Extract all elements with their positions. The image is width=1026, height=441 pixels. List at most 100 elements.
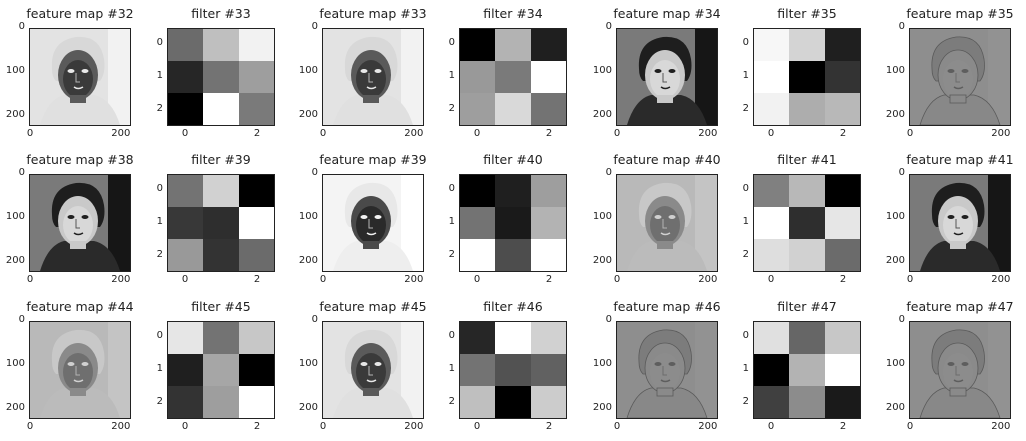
panel-title: feature map #47 — [906, 299, 1014, 314]
y-tick-label: 0 — [898, 314, 905, 325]
panel-title: feature map #33 — [319, 6, 427, 21]
filter-cell — [460, 322, 496, 355]
filter-cell — [460, 61, 496, 94]
filter-cell — [168, 61, 204, 94]
filter-cell — [754, 386, 790, 418]
x-tick-label: 2 — [839, 128, 847, 139]
panel-title: feature map #39 — [319, 152, 427, 167]
filter-cell — [530, 93, 566, 125]
filter-cell — [530, 322, 566, 355]
y-tick-label: 200 — [592, 255, 612, 267]
filter-cell — [754, 322, 790, 355]
y-tick-label: 200 — [298, 402, 318, 414]
x-tick-label: 200 — [404, 274, 424, 285]
y-tick-label: 1 — [448, 216, 455, 227]
y-tick-label: 100 — [592, 65, 612, 77]
filter-cell — [754, 93, 790, 125]
filter-cell — [495, 29, 532, 62]
y-tick-label: 0 — [448, 37, 455, 49]
y-tick-label: 200 — [5, 109, 25, 121]
filter-cell — [754, 354, 790, 387]
y-tick-label: 2 — [448, 395, 455, 407]
y-tick-label: 1 — [448, 363, 455, 374]
x-tick-label: 0 — [767, 421, 775, 432]
panel-title: feature map #38 — [26, 152, 134, 167]
filter-cell — [824, 61, 860, 94]
y-tick-label: 1 — [742, 216, 749, 227]
y-tick-label: 2 — [742, 395, 749, 407]
y-tick-label: 0 — [898, 21, 905, 32]
filter-cell — [238, 239, 274, 271]
filter-cell — [754, 61, 790, 94]
filter-cell — [495, 175, 532, 208]
filter-cell — [238, 322, 274, 355]
y-tick-label: 2 — [742, 248, 749, 260]
x-tick-label: 2 — [839, 274, 847, 285]
filter-weights-image — [753, 174, 861, 272]
filter-cell — [789, 93, 826, 125]
panel-title: feature map #35 — [906, 6, 1014, 21]
filter-cell — [824, 93, 860, 125]
filter-cell — [203, 386, 240, 418]
filter-weights-image — [167, 28, 275, 126]
x-tick-label: 200 — [111, 274, 131, 285]
y-tick-label: 1 — [156, 216, 163, 227]
x-tick-label: 0 — [181, 128, 189, 139]
filter-cell — [789, 61, 826, 94]
y-tick-label: 0 — [898, 167, 905, 178]
y-tick-label: 100 — [5, 65, 25, 77]
filter-cell — [789, 29, 826, 62]
x-tick-label: 0 — [613, 128, 621, 139]
filter-cell — [495, 93, 532, 125]
y-tick-label: 0 — [18, 167, 25, 178]
y-tick-label: 100 — [298, 65, 318, 77]
y-tick-label: 100 — [298, 358, 318, 370]
x-tick-label: 0 — [26, 421, 34, 432]
x-tick-label: 0 — [319, 274, 327, 285]
y-tick-label: 1 — [156, 363, 163, 374]
y-tick-label: 100 — [885, 211, 905, 223]
filter-cell — [495, 61, 532, 94]
filter-cell — [754, 239, 790, 271]
x-tick-label: 0 — [613, 274, 621, 285]
y-tick-label: 200 — [592, 402, 612, 414]
filter-weights-image — [167, 174, 275, 272]
x-tick-label: 200 — [991, 128, 1011, 139]
panel-title: filter #33 — [191, 6, 251, 21]
filter-cell — [238, 207, 274, 240]
x-tick-label: 0 — [767, 128, 775, 139]
y-tick-label: 0 — [742, 37, 749, 49]
portrait-graphic — [910, 29, 1010, 125]
filter-cell — [754, 29, 790, 62]
feature-map-image — [322, 28, 424, 126]
y-tick-label: 100 — [885, 358, 905, 370]
filter-cell — [530, 175, 566, 208]
filter-weights-image — [459, 28, 567, 126]
x-tick-label: 200 — [698, 274, 718, 285]
filter-cell — [789, 322, 826, 355]
filter-cell — [238, 354, 274, 387]
y-tick-label: 0 — [605, 21, 612, 32]
filter-cell — [460, 354, 496, 387]
filter-cell — [203, 29, 240, 62]
x-tick-label: 0 — [26, 274, 34, 285]
filter-cell — [203, 239, 240, 271]
filter-cell — [203, 322, 240, 355]
filter-cell — [495, 354, 532, 387]
filter-cell — [168, 93, 204, 125]
y-tick-label: 200 — [298, 255, 318, 267]
y-tick-label: 200 — [298, 109, 318, 121]
filter-cell — [789, 354, 826, 387]
x-tick-label: 2 — [545, 128, 553, 139]
x-tick-label: 0 — [906, 128, 914, 139]
feature-map-image — [909, 28, 1011, 126]
panel-title: feature map #32 — [26, 6, 134, 21]
x-tick-label: 0 — [181, 274, 189, 285]
y-tick-label: 2 — [156, 395, 163, 407]
filter-cell — [530, 239, 566, 271]
filter-cell — [168, 29, 204, 62]
filter-cell — [460, 29, 496, 62]
y-tick-label: 2 — [742, 102, 749, 114]
y-tick-label: 200 — [885, 109, 905, 121]
